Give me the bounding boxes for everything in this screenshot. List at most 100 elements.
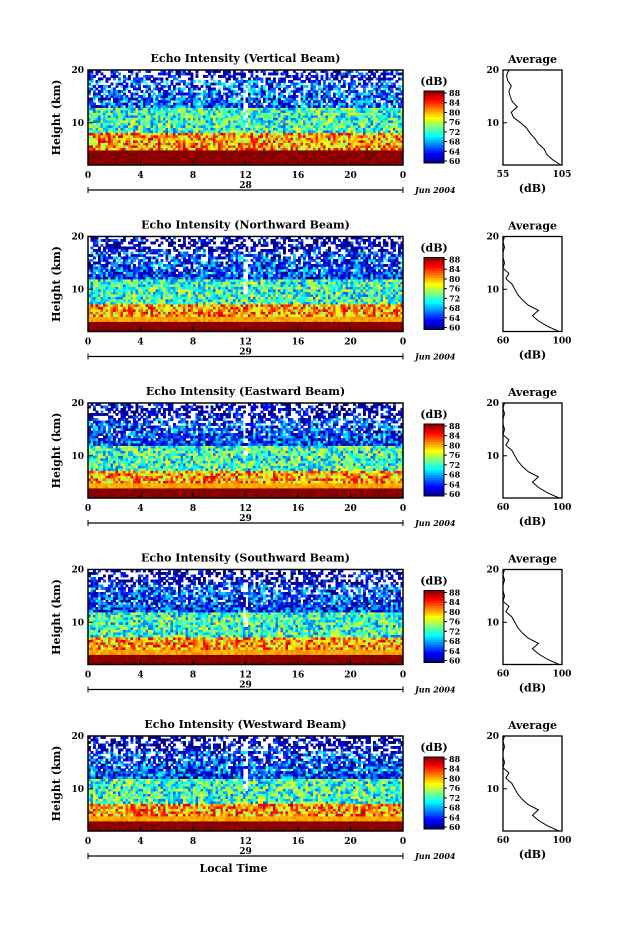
heatmap-cell: [120, 160, 124, 163]
heatmap-cell: [368, 150, 371, 153]
heatmap-cell: [275, 326, 279, 330]
heatmap-cell: [360, 72, 364, 76]
heatmap-cell: [95, 324, 99, 327]
heatmap-cell: [288, 75, 291, 78]
heatmap-cell: [258, 147, 261, 151]
heatmap-cell: [183, 160, 186, 163]
heatmap-cell: [240, 100, 244, 103]
heatmap-cell: [248, 162, 251, 166]
heatmap-cell: [128, 150, 131, 153]
heatmap-cell: [200, 140, 204, 143]
heatmap-cell: [273, 155, 276, 158]
heatmap-cell: [265, 132, 269, 136]
heatmap-cell: [233, 82, 236, 86]
heatmap-cell: [235, 147, 239, 151]
heatmap-cell: [288, 162, 291, 166]
heatmap-cell: [275, 85, 279, 88]
heatmap-cell: [285, 87, 289, 91]
heatmap-cell: [313, 92, 316, 96]
heatmap-cell: [213, 152, 216, 156]
heatmap-cell: [308, 132, 311, 136]
heatmap-cell: [195, 97, 199, 101]
heatmap-cell: [213, 82, 216, 86]
heatmap-cell: [308, 127, 311, 131]
heatmap-cell: [115, 145, 119, 148]
heatmap-cell: [205, 115, 209, 118]
heatmap-cell: [353, 100, 356, 103]
heatmap-cell: [168, 140, 171, 143]
heatmap-cell: [163, 85, 166, 88]
heatmap-cell: [130, 155, 134, 158]
heatmap-cell: [288, 142, 291, 146]
heatmap-cell: [255, 110, 259, 113]
colorbar-segment: [424, 119, 444, 123]
heatmap-cell: [303, 319, 306, 322]
heatmap-cell: [95, 155, 99, 158]
heatmap-cell: [308, 102, 311, 106]
heatmap-cell: [88, 102, 91, 106]
heatmap-cell: [150, 105, 154, 108]
heatmap-cell: [283, 137, 286, 141]
heatmap-cell: [260, 117, 264, 121]
heatmap-cell: [285, 112, 289, 116]
heatmap-cell: [275, 160, 279, 163]
heatmap-cell: [253, 160, 256, 163]
heatmap-cell: [325, 142, 329, 146]
heatmap-cell: [288, 150, 291, 153]
heatmap-cell: [255, 321, 259, 325]
heatmap-cell: [268, 125, 271, 128]
heatmap-cell: [280, 117, 284, 121]
heatmap-cell: [360, 152, 364, 156]
heatmap-cell: [175, 105, 179, 108]
heatmap-cell: [398, 324, 401, 327]
heatmap-cell: [325, 329, 329, 332]
heatmap-cell: [310, 127, 314, 131]
heatmap-cell: [343, 75, 346, 78]
heatmap-cell: [190, 319, 194, 322]
heatmap-cell: [300, 107, 304, 111]
heatmap-cell: [205, 100, 209, 103]
heatmap-cell: [103, 87, 106, 91]
heatmap-cell: [123, 112, 126, 116]
heatmap-cell: [228, 321, 231, 325]
heatmap-cell: [218, 157, 221, 161]
heatmap-cell: [138, 87, 141, 91]
heatmap-cell: [148, 150, 151, 153]
heatmap-cell: [165, 319, 169, 322]
heatmap-cell: [155, 105, 159, 108]
heatmap-cell: [160, 316, 164, 320]
heatmap-cell: [325, 135, 329, 138]
heatmap-cell: [395, 120, 399, 123]
heatmap-cell: [258, 92, 261, 96]
heatmap-cell: [110, 316, 114, 320]
heatmap-cell: [345, 70, 349, 73]
heatmap-cell: [273, 132, 276, 136]
heatmap-cell: [213, 162, 216, 166]
heatmap-cell: [343, 329, 346, 332]
heatmap-cell: [110, 135, 114, 138]
heatmap-cell: [175, 110, 179, 113]
heatmap-cell: [110, 155, 114, 158]
heatmap-cell: [138, 105, 141, 108]
heatmap-cell: [198, 147, 201, 151]
heatmap-cell: [225, 115, 229, 118]
heatmap-cell: [313, 142, 316, 146]
colorbar-segment: [424, 145, 444, 148]
heatmap-cell: [208, 316, 211, 320]
heatmap-cell: [155, 140, 159, 143]
heatmap-cell: [158, 140, 161, 143]
heatmap-cell: [373, 162, 376, 166]
heatmap-cell: [385, 142, 389, 146]
heatmap-cell: [313, 319, 316, 322]
heatmap-cell: [105, 324, 109, 327]
heatmap-cell: [375, 70, 379, 73]
heatmap-cell: [263, 122, 266, 126]
heatmap-cell: [353, 75, 356, 78]
heatmap-cell: [260, 329, 264, 332]
heatmap-cell: [353, 157, 356, 161]
heatmap-cell: [195, 316, 199, 320]
heatmap-cell: [275, 316, 279, 320]
heatmap-cell: [255, 112, 259, 116]
heatmap-cell: [135, 132, 139, 136]
heatmap-cell: [278, 137, 281, 141]
